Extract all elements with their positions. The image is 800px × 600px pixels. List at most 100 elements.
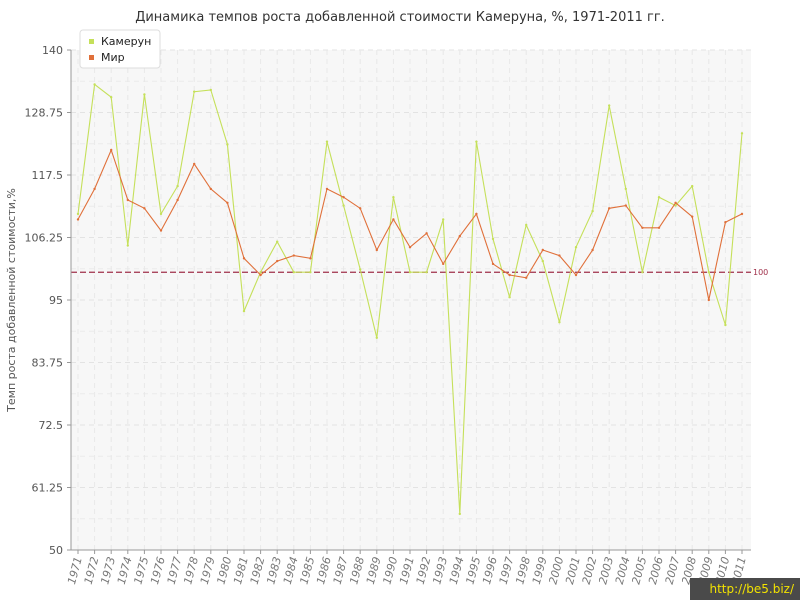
data-point[interactable] [475, 212, 478, 216]
data-point[interactable] [442, 262, 445, 266]
data-point[interactable] [591, 209, 594, 213]
y-tick-label: 128.75 [25, 107, 64, 120]
data-point[interactable] [292, 254, 295, 257]
data-point[interactable] [641, 271, 644, 274]
data-point[interactable] [93, 187, 96, 191]
data-point[interactable] [541, 248, 544, 252]
axes [70, 50, 751, 551]
data-point[interactable] [657, 196, 661, 199]
data-point[interactable] [608, 207, 611, 210]
data-point[interactable] [724, 221, 727, 224]
data-point[interactable] [525, 276, 528, 279]
y-tick-label: 140 [42, 44, 63, 57]
watermark-link[interactable]: http://be5.biz/ [690, 578, 800, 600]
data-point[interactable] [707, 271, 710, 274]
data-point[interactable] [425, 232, 428, 235]
data-point[interactable] [93, 83, 96, 86]
data-point[interactable] [608, 104, 611, 107]
data-point[interactable] [740, 132, 744, 135]
legend-label-0[interactable]: Камерун [101, 35, 151, 48]
data-point[interactable] [143, 207, 146, 210]
data-point[interactable] [442, 218, 445, 221]
data-point[interactable] [359, 268, 362, 271]
chart-title: Динамика темпов роста добавленной стоимо… [135, 10, 665, 25]
data-point[interactable] [276, 240, 279, 243]
data-point[interactable] [425, 271, 428, 274]
data-point[interactable] [574, 246, 578, 249]
grid-lines [67, 49, 751, 554]
legend[interactable]: Камерун Мир [79, 29, 161, 69]
data-point[interactable] [691, 184, 694, 188]
data-point[interactable] [408, 271, 412, 274]
data-point[interactable] [541, 259, 544, 263]
data-point[interactable] [674, 204, 677, 207]
data-point[interactable] [641, 226, 644, 229]
y-tick-label: 106.25 [25, 232, 64, 245]
y-tick-label: 72.5 [39, 419, 64, 432]
data-point[interactable] [724, 323, 727, 327]
data-point[interactable] [159, 212, 163, 216]
legend-label-1[interactable]: Мир [101, 51, 125, 64]
data-point[interactable] [159, 229, 163, 232]
data-point[interactable] [110, 148, 113, 152]
data-point[interactable] [76, 212, 80, 216]
y-tick-label: 117.5 [32, 169, 64, 182]
data-point[interactable] [674, 201, 677, 204]
data-point[interactable] [591, 248, 594, 252]
data-point[interactable] [276, 259, 279, 263]
data-point[interactable] [558, 254, 561, 257]
data-point[interactable] [126, 198, 129, 202]
data-point[interactable] [408, 246, 412, 249]
data-point[interactable] [143, 93, 146, 96]
data-point[interactable] [491, 262, 495, 266]
data-point[interactable] [209, 187, 212, 191]
data-point[interactable] [259, 271, 262, 274]
data-point[interactable] [624, 187, 627, 191]
data-point[interactable] [458, 512, 461, 516]
data-point[interactable] [325, 187, 329, 191]
data-point[interactable] [309, 271, 312, 274]
series-lines [76, 83, 744, 516]
data-point[interactable] [458, 234, 461, 238]
data-point[interactable] [691, 215, 694, 218]
data-point[interactable] [392, 196, 395, 199]
data-point[interactable] [491, 237, 495, 241]
data-point[interactable] [657, 226, 661, 229]
data-point[interactable] [508, 273, 511, 277]
x-tick-labels: 1971197219731974197519761977197819791980… [65, 555, 749, 585]
data-point[interactable] [193, 90, 196, 93]
data-point[interactable] [342, 204, 345, 207]
y-tick-label: 95 [49, 294, 63, 307]
data-point[interactable] [707, 298, 710, 302]
data-point[interactable] [740, 212, 744, 216]
data-point[interactable] [176, 184, 179, 188]
data-point[interactable] [508, 296, 511, 299]
data-point[interactable] [110, 96, 113, 99]
data-point[interactable] [342, 196, 345, 199]
data-point[interactable] [259, 273, 262, 277]
data-point[interactable] [193, 162, 196, 166]
data-point[interactable] [226, 143, 229, 146]
data-point[interactable] [176, 198, 179, 202]
data-point[interactable] [292, 271, 295, 274]
data-point[interactable] [209, 88, 212, 92]
data-point[interactable] [359, 207, 362, 210]
data-point[interactable] [624, 204, 627, 207]
data-point[interactable] [126, 244, 129, 247]
data-point[interactable] [226, 201, 229, 204]
data-point[interactable] [475, 140, 478, 143]
data-point[interactable] [375, 336, 378, 339]
data-point[interactable] [76, 218, 80, 221]
data-point[interactable] [392, 218, 395, 221]
data-point[interactable] [525, 223, 528, 227]
data-point[interactable] [325, 140, 329, 143]
data-point[interactable] [574, 273, 578, 277]
data-point[interactable] [558, 321, 561, 324]
data-point[interactable] [242, 257, 246, 260]
data-point[interactable] [309, 257, 312, 260]
reference-line-label: 100 [753, 268, 768, 277]
y-axis-label: Темп роста добавленной стоимости,% [5, 188, 18, 413]
data-point[interactable] [375, 248, 378, 252]
data-point[interactable] [242, 309, 246, 313]
